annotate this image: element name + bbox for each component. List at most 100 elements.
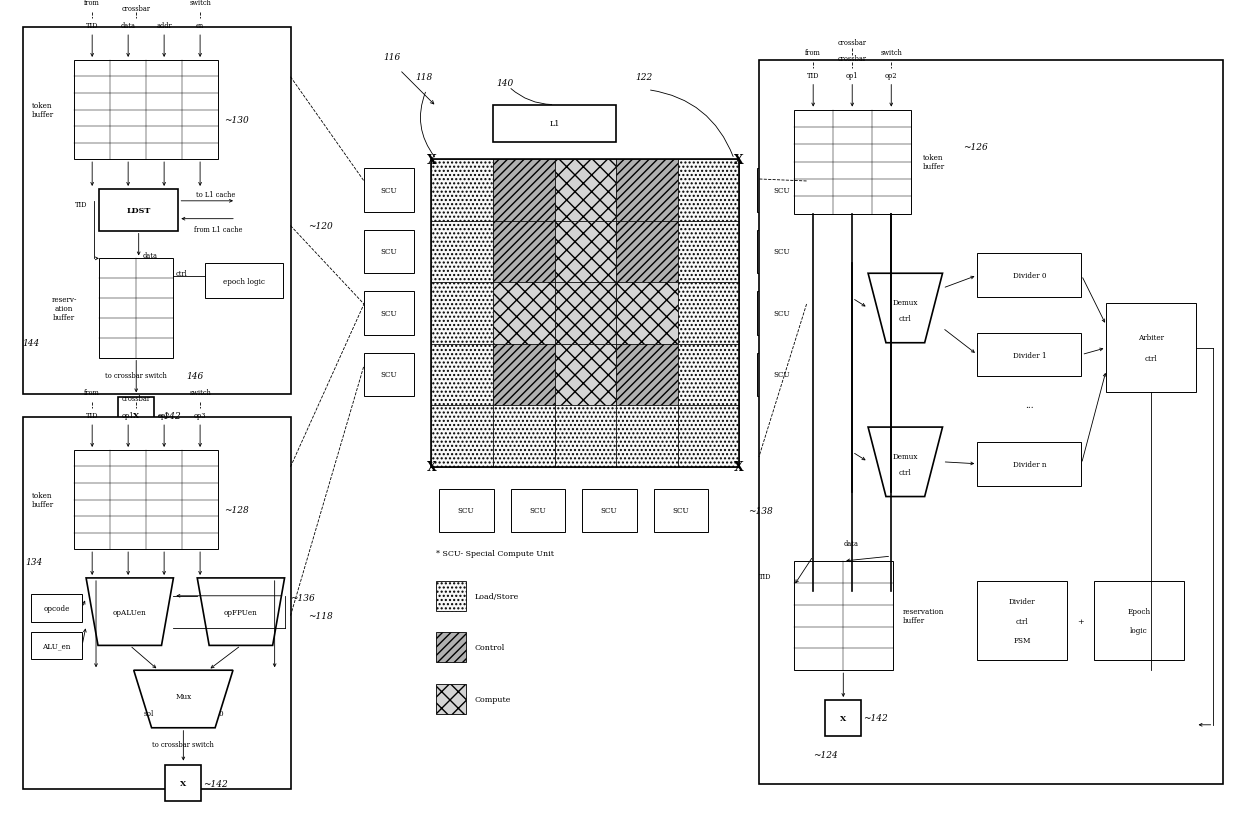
Polygon shape [86,578,174,646]
Bar [439,489,494,532]
Text: Mux: Mux [175,692,191,700]
Bar [677,406,739,467]
Bar [794,561,893,671]
Text: SCU: SCU [529,507,546,515]
Bar [616,344,677,406]
Text: FSM: FSM [1013,637,1030,645]
Text: Divider n: Divider n [1013,460,1047,468]
Text: X: X [841,714,847,722]
Text: SCU: SCU [774,186,790,195]
Text: opcode: opcode [43,604,69,612]
Bar [616,283,677,344]
Bar [432,344,494,406]
Text: ctrl: ctrl [899,469,911,477]
Bar [365,169,414,213]
Text: token
buffer: token buffer [31,102,53,119]
Text: +: + [1078,617,1084,625]
Bar [494,160,554,221]
Bar [436,684,466,714]
Polygon shape [868,427,942,497]
Bar [31,632,82,659]
Bar [554,406,616,467]
Bar [677,344,739,406]
Bar [554,344,616,406]
Text: * SCU- Special Compute Unit: * SCU- Special Compute Unit [436,550,554,557]
Text: reservation
buffer: reservation buffer [903,607,944,624]
Text: ~130: ~130 [223,116,248,125]
Text: op2: op2 [885,72,898,79]
Text: op1: op1 [122,412,134,420]
Text: en: en [196,22,205,30]
Text: X: X [734,153,744,166]
Text: 118: 118 [415,73,432,82]
Bar [99,259,174,359]
Bar [1106,304,1195,392]
Text: SCU: SCU [774,248,790,256]
Bar [616,406,677,467]
Text: token
buffer: token buffer [31,491,53,508]
Text: ~142: ~142 [202,779,227,788]
Bar [22,417,290,789]
Text: SCU: SCU [381,371,397,379]
Bar [432,221,494,283]
Bar [22,28,290,395]
Text: to L1 cache: to L1 cache [196,190,236,199]
Bar [118,397,154,434]
Bar [759,60,1224,784]
Text: logic: logic [1130,626,1148,634]
Bar [436,581,466,611]
Bar [583,489,637,532]
Text: SCU: SCU [381,248,397,256]
Text: SCU: SCU [381,186,397,195]
Text: opFPUen: opFPUen [224,608,258,616]
Text: sol: sol [144,710,154,718]
Text: crossbar: crossbar [122,395,150,402]
Bar [977,334,1081,377]
Text: 134: 134 [26,557,43,566]
Text: X: X [427,153,436,166]
Text: ~142: ~142 [155,412,180,420]
Polygon shape [197,578,284,646]
Text: 146: 146 [187,372,203,381]
Text: ~126: ~126 [963,143,987,152]
Text: Load/Store: Load/Store [474,592,518,600]
Text: from: from [84,389,100,397]
Bar [165,766,201,802]
Text: switch: switch [190,0,211,7]
Text: ...: ... [1025,400,1034,409]
Polygon shape [868,274,942,344]
Text: X: X [427,460,436,474]
Text: Epoch: Epoch [1127,607,1151,615]
Text: L1: L1 [549,120,559,128]
Text: Arbiter: Arbiter [1138,334,1164,342]
Text: ctrl: ctrl [176,270,187,278]
Bar [677,160,739,221]
Bar [756,354,806,397]
Bar [977,442,1081,486]
Text: op3: op3 [193,412,206,420]
Bar [494,221,554,283]
Text: SCU: SCU [774,310,790,318]
Bar [977,254,1081,298]
Text: ~138: ~138 [749,507,774,515]
Text: ctrl: ctrl [1145,355,1157,363]
Text: data: data [120,22,135,30]
Text: Compute: Compute [474,696,511,703]
Text: ctrl: ctrl [1016,617,1028,625]
Text: SCU: SCU [381,310,397,318]
Bar [511,489,565,532]
Text: SCU: SCU [672,507,689,515]
Text: Divider 0: Divider 0 [1013,272,1047,280]
Bar [432,283,494,344]
Text: epoch logic: epoch logic [223,277,265,286]
Bar [494,105,616,143]
Bar [977,581,1066,661]
Text: switch: switch [190,389,211,397]
Text: to crossbar switch: to crossbar switch [153,739,215,748]
Text: LDST: LDST [126,206,151,214]
Text: TID: TID [807,72,820,79]
Text: ~142: ~142 [863,714,888,723]
Text: TID: TID [86,412,98,420]
Bar [616,160,677,221]
Text: 116: 116 [383,53,401,62]
